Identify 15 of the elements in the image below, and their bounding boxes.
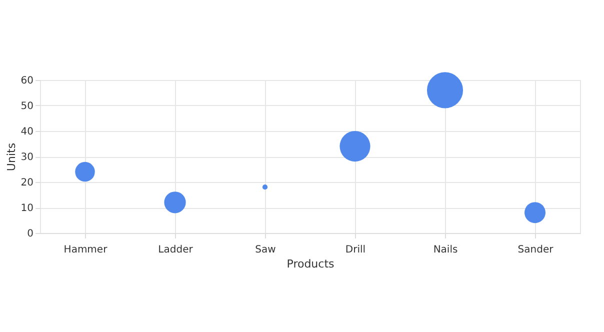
- x-tick-label: Sander: [518, 244, 554, 256]
- x-tick-label: Hammer: [64, 244, 108, 256]
- y-tick-label: 40: [20, 126, 34, 138]
- y-tick-label: 60: [20, 76, 34, 86]
- y-tick-label: 0: [27, 228, 34, 240]
- y-tick-label: 50: [20, 101, 34, 112]
- x-tick-label: Ladder: [158, 244, 194, 256]
- x-tick-label: Saw: [255, 244, 276, 256]
- y-tick-label: 20: [20, 178, 34, 188]
- x-tick-label: Drill: [345, 244, 366, 256]
- y-axis-title: Units: [4, 142, 18, 172]
- y-tick-label: 10: [20, 203, 34, 214]
- x-tick-label: Nails: [433, 244, 458, 256]
- y-tick-label: 30: [20, 152, 34, 163]
- x-axis-title: Products: [286, 258, 335, 270]
